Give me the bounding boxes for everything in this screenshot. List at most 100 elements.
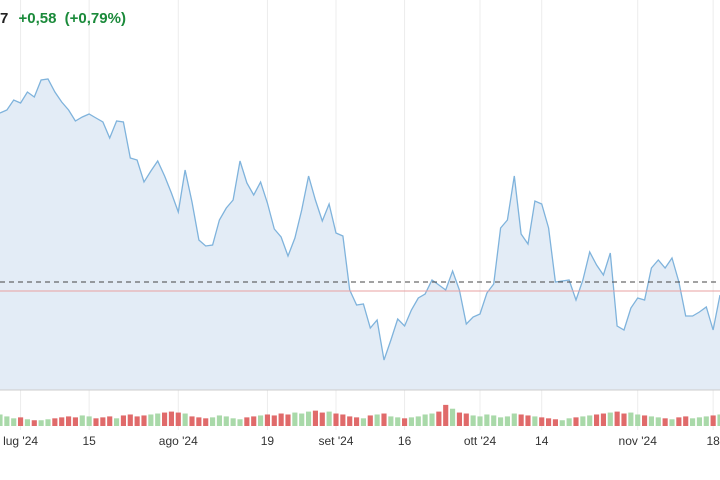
volume-bar bbox=[148, 414, 154, 426]
x-tick-label: nov '24 bbox=[619, 434, 658, 448]
volume-bar bbox=[511, 413, 517, 426]
volume-bar bbox=[86, 416, 92, 426]
volume-bar bbox=[354, 417, 360, 426]
volume-bar bbox=[518, 414, 524, 426]
volume-bar bbox=[79, 415, 85, 426]
volume-bar bbox=[470, 415, 476, 426]
volume-bar bbox=[107, 416, 113, 426]
volume-bar bbox=[210, 417, 216, 426]
volume-bar bbox=[484, 414, 490, 426]
x-tick-label: 14 bbox=[535, 434, 549, 448]
volume-bar bbox=[216, 415, 222, 426]
volume-bar bbox=[223, 416, 229, 426]
volume-bar bbox=[546, 418, 552, 426]
volume-bar bbox=[614, 411, 620, 426]
volume-bar bbox=[347, 416, 353, 426]
volume-bar bbox=[203, 418, 209, 426]
volume-bar bbox=[539, 417, 545, 426]
volume-bar bbox=[299, 413, 305, 426]
volume-bar bbox=[477, 416, 483, 426]
volume-bar bbox=[141, 415, 147, 426]
volume-bar bbox=[443, 404, 449, 426]
volume-bar bbox=[456, 412, 462, 426]
volume-bar bbox=[690, 418, 696, 426]
volume-bar bbox=[189, 416, 195, 426]
volume-bar bbox=[244, 417, 250, 426]
x-tick-label: 15 bbox=[82, 434, 96, 448]
volume-bar bbox=[59, 417, 65, 426]
change: +0,58 bbox=[18, 10, 57, 27]
x-tick-label: 19 bbox=[261, 434, 275, 448]
volume-bar bbox=[0, 414, 3, 426]
volume-bar bbox=[264, 414, 270, 426]
volume-bar bbox=[635, 414, 641, 426]
volume-bar bbox=[4, 416, 10, 426]
volume-bar bbox=[655, 417, 661, 426]
price: 7 bbox=[0, 10, 9, 27]
volume-bar bbox=[566, 418, 572, 426]
volume-bar bbox=[669, 419, 675, 426]
price-line bbox=[0, 78, 720, 361]
volume-bar bbox=[360, 418, 366, 426]
volume-bar bbox=[162, 412, 168, 426]
volume-bar bbox=[127, 414, 133, 426]
volume-bar bbox=[182, 413, 188, 426]
volume-bar bbox=[696, 417, 702, 426]
volume-bar bbox=[45, 419, 51, 426]
volume-bar bbox=[676, 417, 682, 426]
volume-bar bbox=[326, 411, 332, 426]
volume-bar bbox=[703, 416, 709, 426]
volume-bar bbox=[642, 415, 648, 426]
volume-bar bbox=[52, 418, 58, 426]
volume-bar bbox=[525, 415, 531, 426]
header: 7 +0,58 (+0,79%) bbox=[0, 10, 126, 27]
volume-bar bbox=[285, 414, 291, 426]
volume-bar bbox=[175, 412, 181, 426]
volume-bar bbox=[621, 413, 627, 426]
volume-bar bbox=[196, 417, 202, 426]
area-fill bbox=[0, 79, 720, 390]
volume-bar bbox=[24, 419, 30, 426]
volume-bar bbox=[402, 418, 408, 426]
volume-bar bbox=[292, 412, 298, 426]
volume-bar bbox=[333, 413, 339, 426]
volume-bar bbox=[230, 418, 236, 426]
volume-bar bbox=[683, 416, 689, 426]
change-pct: (+0,79%) bbox=[64, 10, 126, 27]
volume-bar bbox=[648, 416, 654, 426]
volume-bar bbox=[600, 413, 606, 426]
volume-bar bbox=[498, 417, 504, 426]
volume-bar bbox=[134, 416, 140, 426]
volume-bar bbox=[306, 411, 312, 426]
volume-bar bbox=[429, 413, 435, 426]
volume-bar bbox=[18, 417, 24, 426]
volume-bar bbox=[628, 412, 634, 426]
volume-bar bbox=[463, 413, 469, 426]
volume-bar bbox=[662, 418, 668, 426]
volume-bar bbox=[504, 416, 510, 426]
volume-bar bbox=[251, 416, 257, 426]
volume-bar bbox=[120, 415, 126, 426]
volume-bar bbox=[580, 416, 586, 426]
volume-bar bbox=[573, 417, 579, 426]
volume-bar bbox=[408, 417, 414, 426]
volume-bar bbox=[422, 414, 428, 426]
volume-bar bbox=[532, 416, 538, 426]
volume-bar bbox=[319, 412, 325, 426]
volume-bar bbox=[155, 413, 161, 426]
x-tick-label: 16 bbox=[398, 434, 412, 448]
volume-bar bbox=[168, 411, 174, 426]
x-tick-label: lug '24 bbox=[3, 434, 38, 448]
volume-bar bbox=[559, 420, 565, 426]
volume-bar bbox=[552, 419, 558, 426]
volume-bar bbox=[114, 418, 120, 426]
volume-bar bbox=[395, 417, 401, 426]
volume-bar bbox=[237, 419, 243, 426]
volume-bar bbox=[381, 413, 387, 426]
volume-bar bbox=[258, 415, 264, 426]
volume-bar bbox=[278, 413, 284, 426]
volume-bar bbox=[93, 418, 99, 426]
volume-bar bbox=[367, 415, 373, 426]
volume-bar bbox=[340, 414, 346, 426]
